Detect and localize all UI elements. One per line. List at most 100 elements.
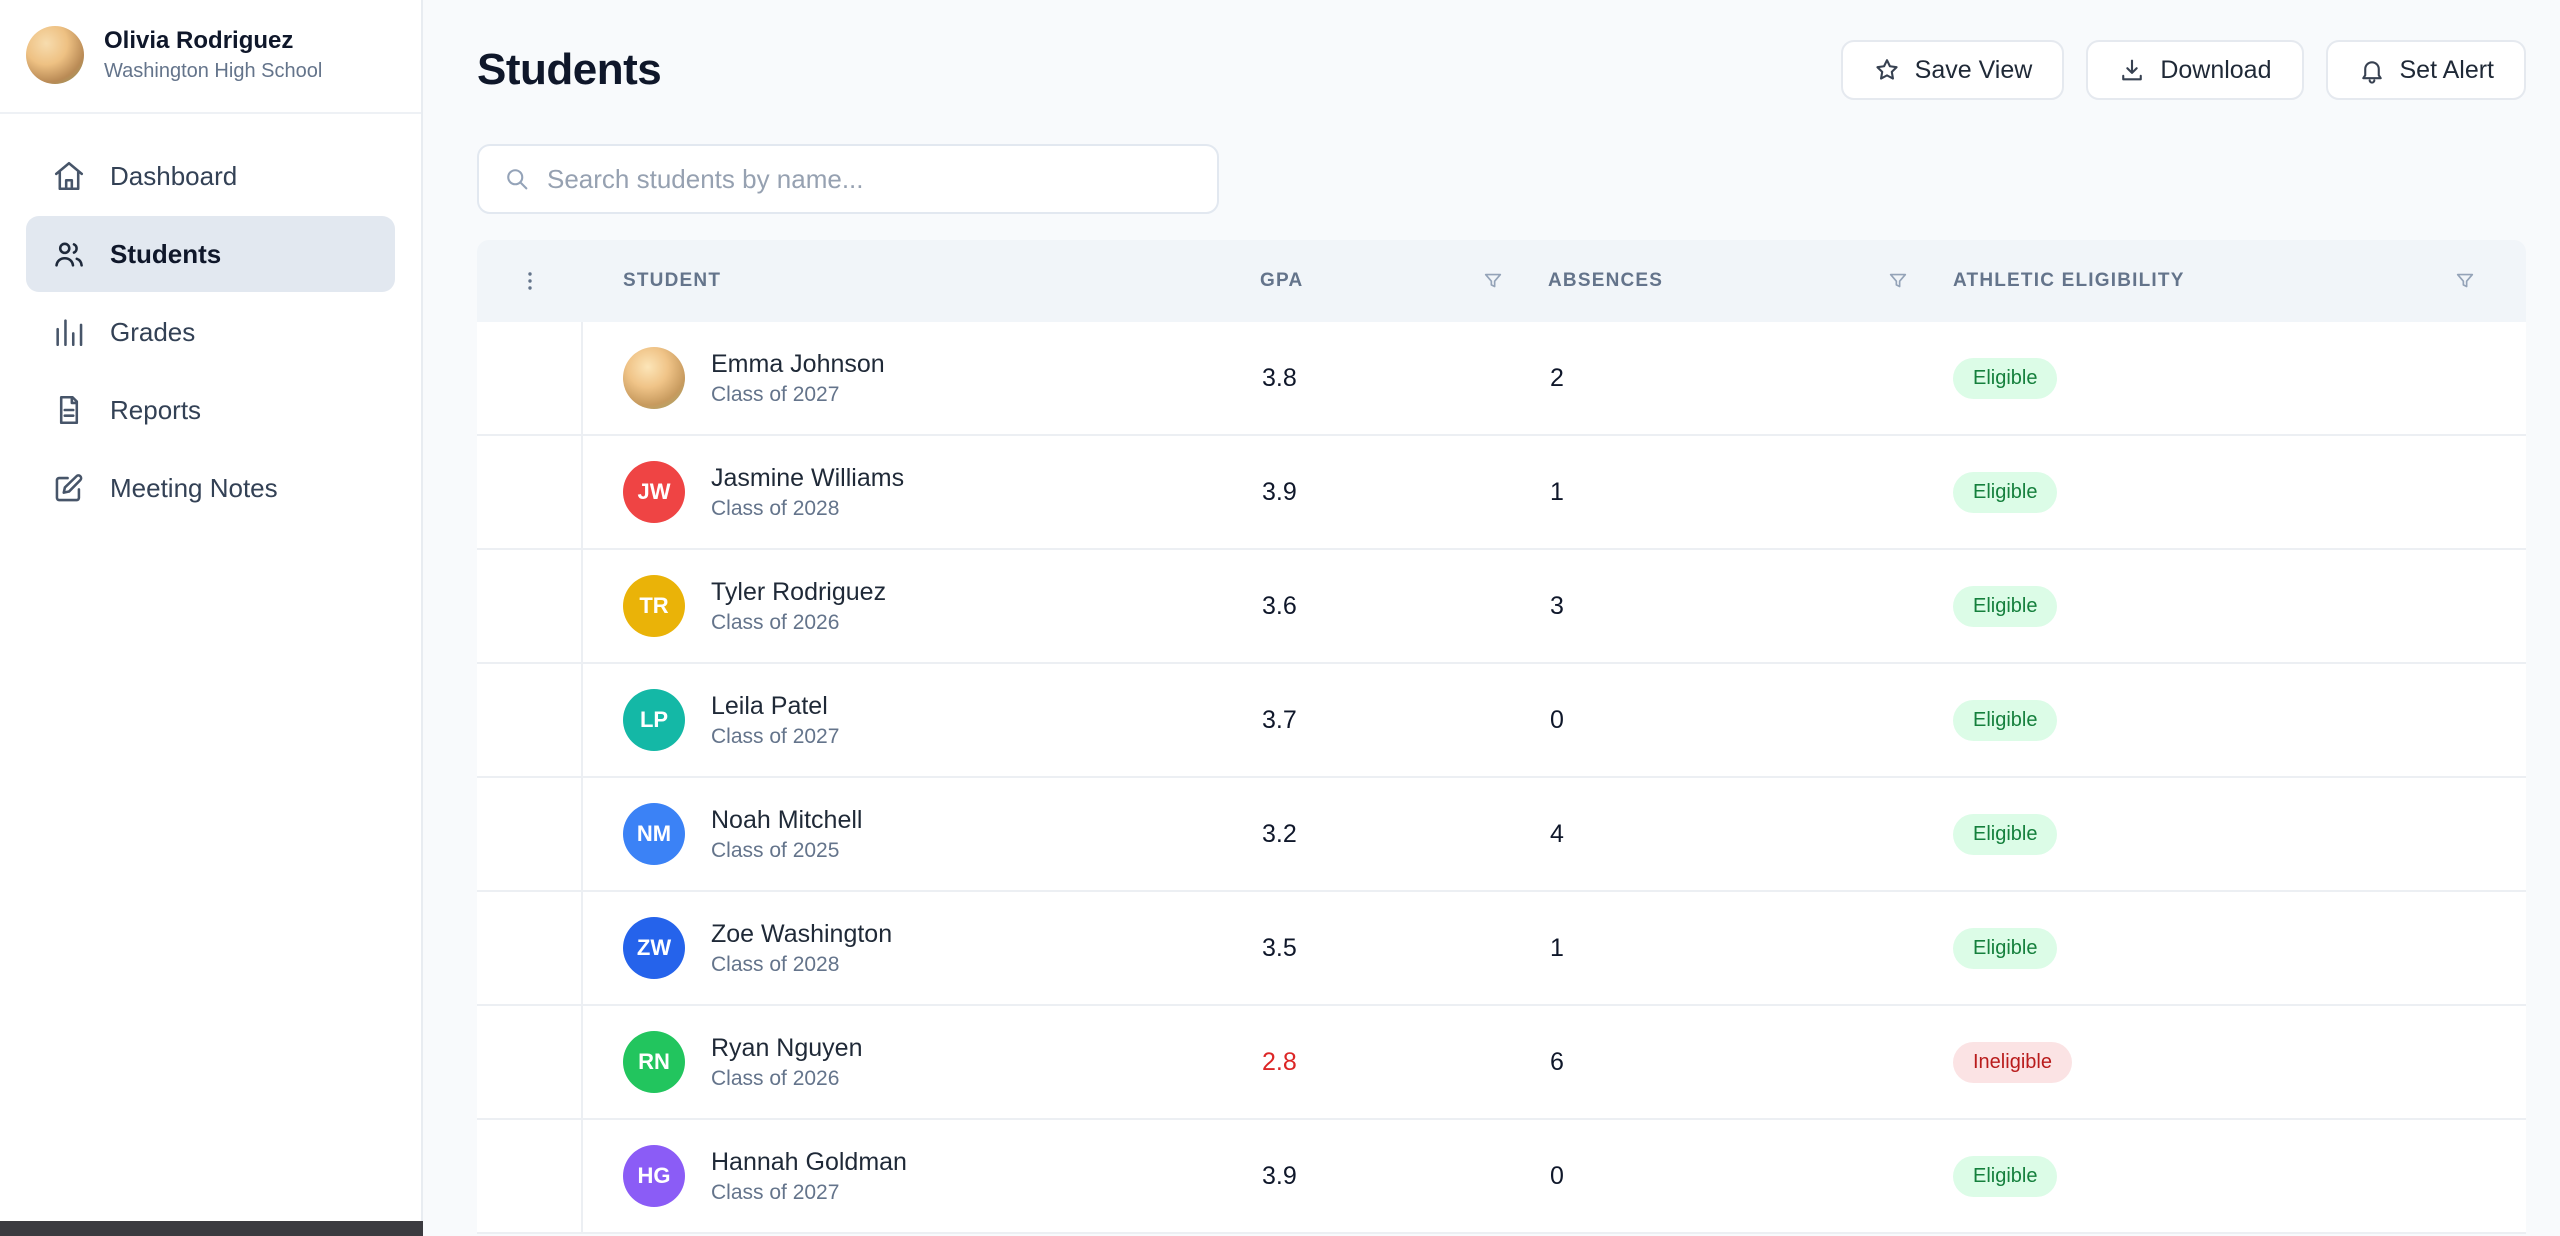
sidebar-item-label: Students — [110, 238, 222, 269]
gpa-value: 3.9 — [1262, 477, 1297, 506]
avatar: RN — [623, 1031, 685, 1093]
student-cell: NM Noah Mitchell Class of 2025 — [583, 803, 1260, 865]
student-class: Class of 2027 — [711, 1180, 840, 1204]
eligibility-badge: Eligible — [1953, 471, 2058, 513]
filter-icon[interactable] — [1887, 270, 1909, 292]
avatar: NM — [623, 803, 685, 865]
student-class: Class of 2028 — [711, 496, 840, 520]
absences-value: 6 — [1550, 1047, 1564, 1076]
col-header-gpa: GPA — [1260, 270, 1548, 292]
table-row[interactable]: TR Tyler Rodriguez Class of 2026 3.6 3 E… — [477, 550, 2526, 664]
gpa-value: 3.7 — [1262, 705, 1297, 734]
eligibility-badge: Ineligible — [1953, 1041, 2072, 1083]
eligibility-badge: Eligible — [1953, 699, 2058, 741]
table-row[interactable]: ZW Zoe Washington Class of 2028 3.5 1 El… — [477, 892, 2526, 1006]
student-cell: RN Ryan Nguyen Class of 2026 — [583, 1031, 1260, 1093]
header-actions: Save View Download Set Alert — [1840, 40, 2526, 100]
sidebar-item-dashboard[interactable]: Dashboard — [26, 138, 395, 214]
gpa-value: 3.2 — [1262, 819, 1297, 848]
table-row[interactable]: Emma Johnson Class of 2027 3.8 2 Eligibl… — [477, 322, 2526, 436]
search-icon — [503, 165, 531, 193]
page-title: Students — [477, 45, 662, 94]
search-bar — [477, 144, 1219, 214]
gpa-value: 3.8 — [1262, 363, 1297, 392]
table-row[interactable]: RN Ryan Nguyen Class of 2026 2.8 6 Ineli… — [477, 1006, 2526, 1120]
row-gutter — [477, 550, 583, 662]
bar-chart-icon — [52, 315, 86, 349]
filter-icon[interactable] — [2454, 270, 2476, 292]
search-input[interactable] — [547, 163, 1193, 195]
table-header: STUDENT GPA ABSENCES ATHLETIC ELIGIBILIT… — [477, 240, 2526, 322]
absences-value: 2 — [1550, 363, 1564, 392]
sidebar-nav: Dashboard Students Grades Reports Meetin… — [0, 114, 421, 552]
student-name: Emma Johnson — [711, 349, 885, 378]
gpa-value: 3.6 — [1262, 591, 1297, 620]
sidebar-item-grades[interactable]: Grades — [26, 294, 395, 370]
student-name: Zoe Washington — [711, 919, 893, 948]
absences-value: 4 — [1550, 819, 1564, 848]
sidebar-item-meeting-notes[interactable]: Meeting Notes — [26, 450, 395, 526]
page-header: Students Save View Download Set Alert — [477, 40, 2526, 100]
set-alert-button[interactable]: Set Alert — [2325, 40, 2526, 100]
profile-school: Washington High School — [104, 59, 323, 82]
students-icon — [52, 237, 86, 271]
gpa-value: 3.9 — [1262, 1161, 1297, 1190]
sidebar: Olivia Rodriguez Washington High School … — [0, 0, 423, 1236]
set-alert-label: Set Alert — [2399, 55, 2495, 84]
table-row[interactable]: NM Noah Mitchell Class of 2025 3.2 4 Eli… — [477, 778, 2526, 892]
sidebar-divider — [0, 112, 421, 114]
absences-value: 0 — [1550, 1161, 1564, 1190]
table-row[interactable]: JW Jasmine Williams Class of 2028 3.9 1 … — [477, 436, 2526, 550]
save-view-label: Save View — [1914, 55, 2033, 84]
student-cell: ZW Zoe Washington Class of 2028 — [583, 917, 1260, 979]
table-row[interactable]: HG Hannah Goldman Class of 2027 3.9 0 El… — [477, 1120, 2526, 1234]
col-header-absences: ABSENCES — [1548, 270, 1953, 292]
student-name: Hannah Goldman — [711, 1147, 907, 1176]
edit-note-icon — [52, 471, 86, 505]
absences-value: 1 — [1550, 933, 1564, 962]
absences-value: 0 — [1550, 705, 1564, 734]
filter-icon[interactable] — [1482, 270, 1504, 292]
avatar: LP — [623, 689, 685, 751]
sidebar-item-reports[interactable]: Reports — [26, 372, 395, 448]
student-class: Class of 2026 — [711, 610, 840, 634]
row-gutter — [477, 436, 583, 548]
eligibility-badge: Eligible — [1953, 1155, 2058, 1197]
absences-value: 3 — [1550, 591, 1564, 620]
home-icon — [52, 159, 86, 193]
row-gutter — [477, 1120, 583, 1232]
student-cell: TR Tyler Rodriguez Class of 2026 — [583, 575, 1260, 637]
eligibility-badge: Eligible — [1953, 585, 2058, 627]
sidebar-item-label: Grades — [110, 316, 196, 347]
student-cell: JW Jasmine Williams Class of 2028 — [583, 461, 1260, 523]
document-icon — [52, 393, 86, 427]
download-icon — [2118, 56, 2146, 84]
col-header-student: STUDENT — [623, 270, 722, 291]
student-name: Tyler Rodriguez — [711, 577, 887, 606]
profile-name: Olivia Rodriguez — [104, 27, 294, 55]
avatar — [623, 347, 685, 409]
avatar: HG — [623, 1145, 685, 1207]
student-cell: LP Leila Patel Class of 2027 — [583, 689, 1260, 751]
sidebar-item-label: Dashboard — [110, 160, 238, 191]
col-header-eligibility: ATHLETIC ELIGIBILITY — [1953, 270, 2526, 292]
row-gutter — [477, 1006, 583, 1118]
sidebar-item-students[interactable]: Students — [26, 216, 395, 292]
sidebar-item-label: Meeting Notes — [110, 472, 278, 503]
bell-icon — [2358, 56, 2386, 84]
table-row[interactable]: LP Leila Patel Class of 2027 3.7 0 Eligi… — [477, 664, 2526, 778]
sidebar-item-label: Reports — [110, 394, 202, 425]
student-class: Class of 2027 — [711, 382, 840, 406]
row-gutter — [477, 322, 583, 434]
save-view-button[interactable]: Save View — [1840, 40, 2065, 100]
avatar: ZW — [623, 917, 685, 979]
student-name: Ryan Nguyen — [711, 1033, 863, 1062]
students-table: STUDENT GPA ABSENCES ATHLETIC ELIGIBILIT… — [477, 240, 2526, 1234]
eligibility-badge: Eligible — [1953, 927, 2058, 969]
column-menu-icon[interactable] — [518, 264, 542, 298]
profile[interactable]: Olivia Rodriguez Washington High School — [0, 0, 421, 112]
avatar: JW — [623, 461, 685, 523]
absences-value: 1 — [1550, 477, 1564, 506]
download-button[interactable]: Download — [2086, 40, 2304, 100]
student-class: Class of 2025 — [711, 838, 840, 862]
